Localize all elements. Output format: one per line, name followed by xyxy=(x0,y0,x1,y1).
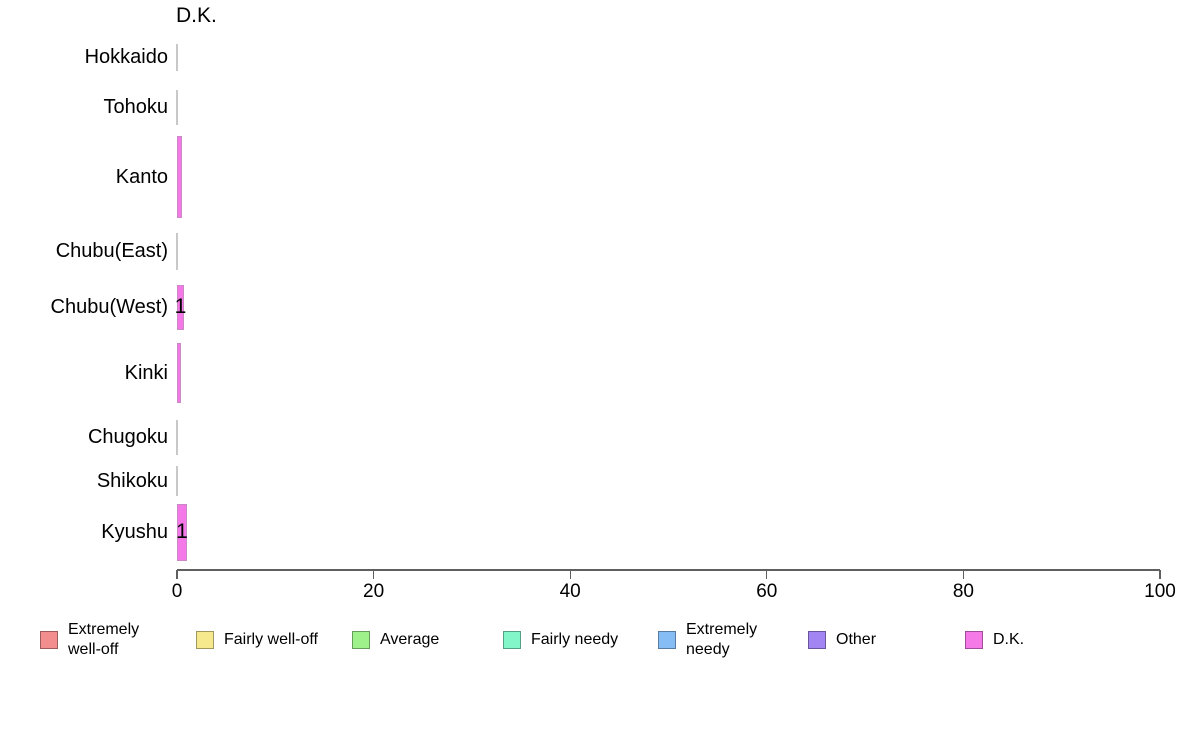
bar-chubu-east xyxy=(176,232,178,270)
legend-item-average: Average xyxy=(352,620,439,660)
bar-kanto xyxy=(177,136,182,218)
legend-label-other: Other xyxy=(836,631,877,648)
x-axis-tick-20 xyxy=(373,570,375,579)
legend-swatch-extremely-well-off xyxy=(40,631,58,649)
category-label-kinki: Kinki xyxy=(124,362,168,384)
legend-label-fairly-needy: Fairly needy xyxy=(531,631,619,648)
legend-swatch-extremely-needy xyxy=(658,631,676,649)
x-axis-tick-label-60: 60 xyxy=(756,581,778,602)
legend-swatch-fairly-needy xyxy=(503,631,521,649)
category-label-chugoku: Chugoku xyxy=(87,426,168,448)
bar-kyushu xyxy=(177,503,187,561)
legend-label-extremely-well-off: Extremely well-off xyxy=(68,621,140,658)
x-axis-tick-label-80: 80 xyxy=(952,581,974,602)
x-axis-tick-80 xyxy=(962,570,964,579)
bar-shikoku xyxy=(176,466,178,496)
legend-swatch-d-k xyxy=(965,631,983,649)
legend-item-fairly-needy: Fairly needy xyxy=(503,620,618,660)
bar-kinki xyxy=(177,343,181,403)
category-label-chubu-east: Chubu(East) xyxy=(55,240,168,262)
legend-item-d-k: D.K. xyxy=(965,620,1024,660)
category-label-chubu-west: Chubu(West) xyxy=(50,296,168,318)
x-axis-tick-100 xyxy=(1159,570,1161,579)
x-axis-tick-label-20: 20 xyxy=(363,581,385,602)
chart-title: D.K. xyxy=(176,4,217,27)
bar-chugoku xyxy=(176,419,178,455)
x-axis-line xyxy=(177,569,1160,571)
bar-chubu-west xyxy=(177,284,184,330)
x-axis-tick-0 xyxy=(176,570,178,579)
legend-label-extremely-needy: Extremely needy xyxy=(686,621,758,658)
category-label-shikoku: Shikoku xyxy=(96,470,168,492)
x-axis-tick-label-40: 40 xyxy=(559,581,581,602)
legend-item-other: Other xyxy=(808,620,876,660)
legend-swatch-other xyxy=(808,631,826,649)
legend-item-extremely-needy: Extremely needy xyxy=(658,620,757,660)
legend-swatch-average xyxy=(352,631,370,649)
legend-item-extremely-well-off: Extremely well-off xyxy=(40,620,139,660)
category-label-kyushu: Kyushu xyxy=(101,521,168,543)
category-label-kanto: Kanto xyxy=(115,166,168,188)
x-axis-tick-40 xyxy=(569,570,571,579)
bar-value-label-chubu-west: 1 xyxy=(174,295,187,318)
bar-tohoku xyxy=(176,89,178,125)
x-axis-tick-label-100: 100 xyxy=(1144,581,1176,602)
bar-value-label-kyushu: 1 xyxy=(176,520,188,543)
x-axis-tick-label-0: 0 xyxy=(171,581,183,602)
legend-item-fairly-well-off: Fairly well-off xyxy=(196,620,318,660)
category-label-tohoku: Tohoku xyxy=(103,96,169,118)
legend-swatch-fairly-well-off xyxy=(196,631,214,649)
legend-label-average: Average xyxy=(380,631,440,648)
legend-label-fairly-well-off: Fairly well-off xyxy=(224,631,318,648)
legend-label-d-k: D.K. xyxy=(993,631,1025,648)
bar-hokkaido xyxy=(176,43,178,71)
x-axis-tick-60 xyxy=(766,570,768,579)
category-label-hokkaido: Hokkaido xyxy=(84,46,168,68)
